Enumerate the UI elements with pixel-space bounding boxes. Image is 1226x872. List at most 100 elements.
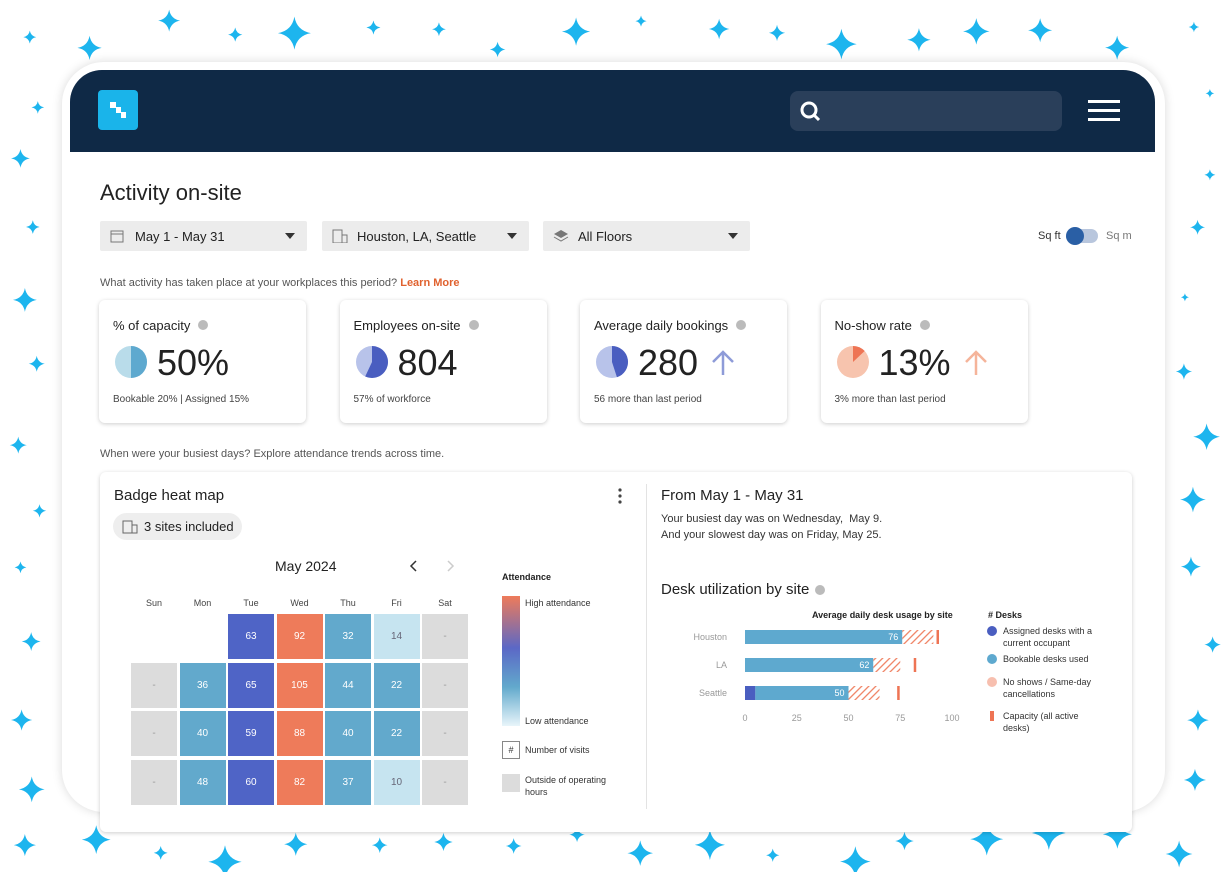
star [1205,88,1215,98]
heatmap-cell[interactable]: - [131,759,177,805]
star [561,17,591,46]
kpi-icon [596,346,628,378]
star [708,18,730,40]
heatmap-cell[interactable]: - [422,614,468,659]
heatmap-cell[interactable]: 14 [373,614,420,659]
star [1188,21,1200,33]
weekday-label: Mon [193,598,212,608]
heatmap-cell[interactable]: - [131,662,177,708]
info-icon[interactable] [198,320,208,330]
heatmap-cell[interactable]: - [422,662,468,708]
heatmap-cell[interactable]: 22 [373,662,420,708]
kpi-note: 56 more than last period [594,394,702,405]
bar-segment [848,686,880,700]
heatmap-cell[interactable]: - [131,711,177,756]
weekday-label: Wed [290,598,309,608]
star [635,15,647,27]
legend-label: Bookable desks used [1003,654,1089,664]
menu-button[interactable] [1088,98,1120,124]
star [21,632,41,651]
more-menu[interactable] [615,487,625,505]
kpi-note: 3% more than last period [834,394,946,405]
desk-chart-title-row: Desk utilization by site [661,581,826,598]
arrow [964,350,987,375]
kpi-note: 57% of workforce [353,394,431,405]
heatmap-cell[interactable]: 105 [276,662,323,708]
weekday-label: Fri [391,598,402,608]
logo[interactable] [98,90,138,130]
heatmap-cell[interactable]: 63 [228,614,274,659]
trend-arrow [964,350,987,375]
search-box[interactable] [790,91,1062,131]
heatmap-cell[interactable]: 59 [228,711,274,756]
legend-label: No shows / Same-day cancellations [1003,677,1092,699]
heatmap-cell[interactable]: 37 [325,759,371,805]
kpi-label: Average daily bookings [594,318,729,333]
star [1190,219,1206,235]
legend-swatch [987,654,997,664]
date-filter[interactable]: May 1 - May 31 [100,221,307,251]
pie-slice [612,346,628,378]
heatmap-cell[interactable]: 48 [179,759,226,805]
legend-low: Low attendance [525,716,589,726]
card-divider [646,484,647,809]
heatmap-cell[interactable]: 10 [373,759,420,805]
floor-filter[interactable]: All Floors [543,221,750,251]
star [1175,363,1193,380]
star [840,846,871,872]
layers-icon [553,230,569,242]
floor-filter-text: All Floors [578,229,633,244]
x-tick-label: 0 [742,713,747,723]
unit-left: Sq ft [1038,230,1061,242]
kpi-label: No-show rate [834,318,912,333]
unit-right: Sq m [1106,230,1132,242]
category-label: Houston [693,632,727,642]
kpi-label: Employees on-site [353,318,461,333]
bar-segment [745,658,874,672]
heatmap-cell[interactable]: 44 [325,662,371,708]
heatmap-cell[interactable]: - [422,759,468,805]
star [284,832,308,856]
legend-count: Number of visits [525,745,590,755]
heatmap-cell[interactable]: 65 [228,662,274,708]
heatmap-cell[interactable]: 40 [179,711,226,756]
heatmap-cell[interactable]: 88 [276,711,323,756]
heatmap-cell[interactable]: 60 [228,759,274,805]
info-icon[interactable] [468,320,479,330]
star [23,30,37,44]
heatmap-cell[interactable]: 40 [325,711,371,756]
sites-chip[interactable]: 3 sites included [113,513,242,540]
building-icon [332,229,348,243]
capacity-marker [897,686,900,700]
learn-more-link[interactable]: Learn More [400,277,460,289]
unit-toggle[interactable] [1066,227,1098,245]
toggle-knob [1066,227,1084,245]
heatmap-cell[interactable]: 92 [276,614,323,659]
heatmap-cell[interactable]: 32 [325,614,371,659]
heatmap-cell[interactable]: 82 [276,759,323,805]
star [13,833,36,857]
star [81,825,111,855]
star [153,845,168,860]
star [28,355,45,372]
info-icon[interactable] [736,320,746,330]
summary-busiest: Your busiest day was on Wednesday, May 9… [661,513,883,525]
heatmap-cell[interactable]: 36 [179,662,226,708]
info-icon[interactable] [815,585,826,596]
site-filter[interactable]: Houston, LA, Seattle [322,221,529,251]
info-icon[interactable] [919,320,930,330]
heatmap-cell[interactable]: 22 [373,711,420,756]
month-nav[interactable] [408,559,458,573]
star [14,561,27,574]
heatmap-cell[interactable]: - [422,711,468,756]
star [766,848,780,862]
attendance-gradient [502,596,520,726]
star [77,35,102,60]
star [31,101,45,114]
star [26,220,40,234]
star [1180,486,1206,513]
chart-legend-title: # Desks [988,610,1023,620]
bar-segment [902,630,934,644]
star [277,16,311,50]
